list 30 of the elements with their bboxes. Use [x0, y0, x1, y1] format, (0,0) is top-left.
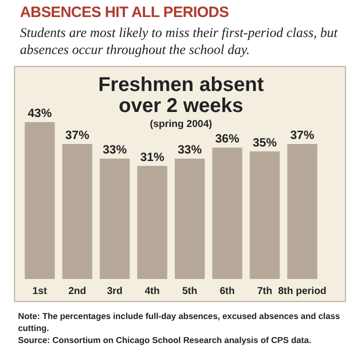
data-label: 33% [102, 142, 128, 157]
data-label: 35% [252, 135, 278, 150]
data-label: 36% [215, 132, 240, 146]
x-tick-label: 6th [220, 286, 235, 298]
text: Freshmen absent over 2 weeks [97, 74, 265, 117]
x-tick-label: 3rd [106, 286, 123, 298]
source-note: Source: Consortium on Chicago School Research analysis of CPS data. [18, 334, 312, 346]
data-label: 37% [65, 128, 90, 142]
data-label: 37% [290, 128, 315, 142]
data-label: 43% [28, 106, 52, 120]
x-tick-label: 4th [144, 286, 160, 298]
x-tick-label: 7th [257, 286, 272, 298]
bar [62, 144, 92, 279]
text: Note: The percentages include full-day absences, excused absences and class cutting. [18, 310, 341, 334]
x-tick-label: 5th [182, 286, 198, 298]
chart-subtitle: Students are most likely to miss their first-period class, but absences occur throughout the school day. [20, 24, 339, 58]
data-label: 31% [140, 150, 165, 164]
bar [137, 166, 168, 279]
x-tick-label: 8th period [278, 286, 326, 298]
bar [174, 158, 205, 279]
bar [250, 151, 280, 279]
bar [287, 144, 318, 279]
x-tick-label: 1st [32, 286, 48, 298]
bar [24, 122, 55, 279]
chart-title: ABSENCES HIT ALL PERIODS [20, 4, 229, 21]
bar [100, 158, 130, 279]
annotation: (spring 2004) [148, 119, 214, 130]
bar [212, 148, 242, 279]
data-label: 33% [178, 142, 202, 157]
x-tick-label: 2nd [68, 286, 86, 298]
